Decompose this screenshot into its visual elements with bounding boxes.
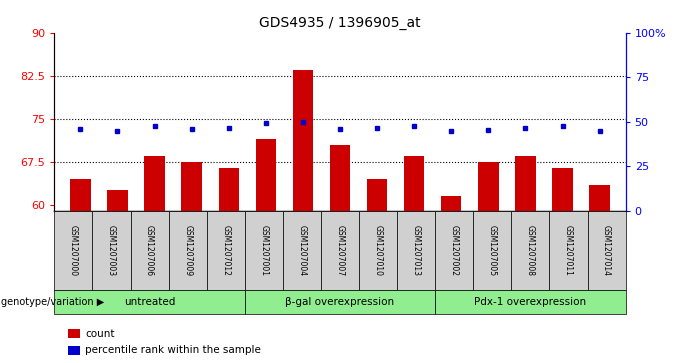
- Bar: [107, 191, 128, 211]
- Bar: [256, 139, 276, 211]
- Text: β-gal overexpression: β-gal overexpression: [286, 297, 394, 307]
- Text: GSM1207009: GSM1207009: [183, 225, 192, 276]
- Text: GSM1207001: GSM1207001: [259, 225, 269, 276]
- Text: GSM1207013: GSM1207013: [411, 225, 421, 276]
- Text: GSM1207005: GSM1207005: [488, 225, 497, 276]
- Text: GSM1207014: GSM1207014: [602, 225, 611, 276]
- Text: GSM1207003: GSM1207003: [107, 225, 116, 276]
- Text: GSM1207004: GSM1207004: [297, 225, 307, 276]
- Bar: [330, 144, 350, 211]
- Text: percentile rank within the sample: percentile rank within the sample: [85, 345, 261, 355]
- Bar: [70, 179, 90, 211]
- Bar: [404, 156, 424, 211]
- Text: Pdx-1 overexpression: Pdx-1 overexpression: [475, 297, 586, 307]
- Text: GSM1207011: GSM1207011: [564, 225, 573, 276]
- Bar: [218, 167, 239, 211]
- Text: GSM1207007: GSM1207007: [335, 225, 345, 276]
- Text: GSM1207002: GSM1207002: [449, 225, 459, 276]
- Text: genotype/variation ▶: genotype/variation ▶: [1, 297, 105, 307]
- Bar: [441, 196, 462, 211]
- Bar: [515, 156, 536, 211]
- Text: GSM1207012: GSM1207012: [221, 225, 231, 276]
- Title: GDS4935 / 1396905_at: GDS4935 / 1396905_at: [259, 16, 421, 30]
- Bar: [478, 162, 498, 211]
- Bar: [182, 162, 202, 211]
- Bar: [590, 185, 610, 211]
- Text: untreated: untreated: [124, 297, 175, 307]
- Text: GSM1207008: GSM1207008: [526, 225, 535, 276]
- Bar: [292, 70, 313, 211]
- Bar: [144, 156, 165, 211]
- Text: GSM1207000: GSM1207000: [69, 225, 78, 276]
- Text: GSM1207006: GSM1207006: [145, 225, 154, 276]
- Text: GSM1207010: GSM1207010: [373, 225, 383, 276]
- Bar: [552, 167, 573, 211]
- Text: count: count: [85, 329, 114, 339]
- Bar: [367, 179, 388, 211]
